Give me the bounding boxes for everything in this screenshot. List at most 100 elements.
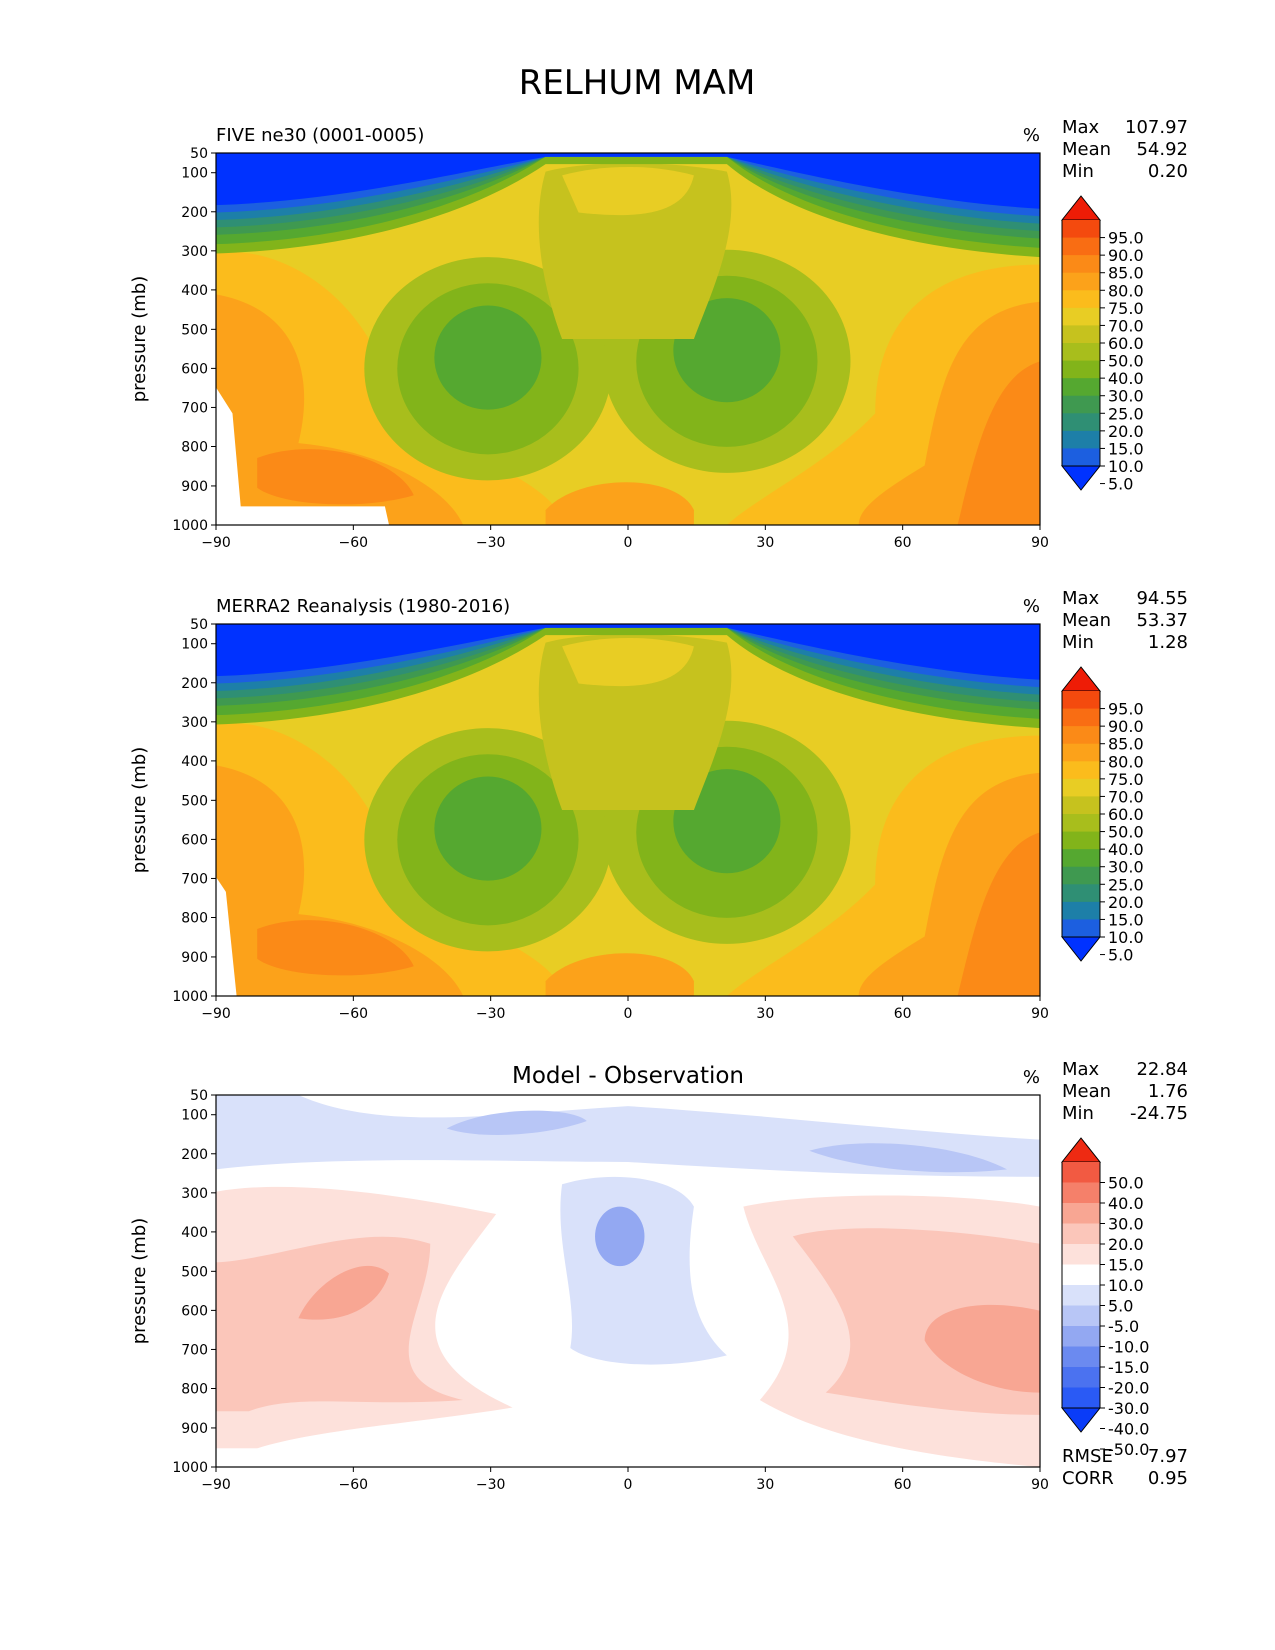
y-tick-label: 400 [181,283,208,299]
y-tick-label: 100 [181,637,208,653]
stat-label: Min [1062,632,1094,653]
contour-field [216,624,1040,996]
stat-value: 1.76 [1148,1081,1188,1102]
colorbar-tick-label: 95.0 [1108,229,1144,248]
colorbar-tick-label: 60.0 [1108,805,1144,824]
x-tick-label: 30 [756,535,774,551]
colorbar-swatch [1062,866,1100,885]
colorbar-swatch [1062,1223,1100,1245]
colorbar-swatch [1062,255,1100,274]
colorbar-tick-label: -15.0 [1108,1358,1149,1377]
colorbar-tick-label: 25.0 [1108,875,1144,894]
topography-mask [216,1448,282,1467]
colorbar-tick-label: 5.0 [1108,946,1133,965]
colorbar-swatch [1062,448,1100,467]
x-tick-label: 0 [624,535,633,551]
colorbar-tick-label: 30.0 [1108,1215,1144,1234]
stat-value: 7.97 [1148,1446,1188,1467]
stat-label: Min [1062,1103,1094,1124]
stat-value: 22.84 [1136,1059,1188,1080]
colorbar-tick-label: 10.0 [1108,1276,1144,1295]
colorbar-swatch [1062,237,1100,256]
colorbar-max-arrow [1060,666,1102,692]
colorbar-tick-label: 5.0 [1108,1297,1133,1316]
x-tick-label: 90 [1031,535,1049,551]
colorbar-swatch [1062,1203,1100,1224]
y-tick-label: 300 [181,244,208,260]
colorbar-tick-label: 40.0 [1108,1194,1144,1213]
positive-core-south [298,1265,390,1320]
colorbar-tick-label: 5.0 [1108,475,1133,494]
x-tick-label: −90 [201,1006,231,1022]
colorbar-swatch [1062,778,1100,797]
stat-label: Mean [1062,610,1111,631]
y-tick-label: 900 [181,479,208,495]
negative-core-upper-north [809,1143,1008,1173]
stat-value: 0.20 [1148,161,1188,182]
colorbar-tick-label: -40.0 [1108,1420,1149,1439]
y-tick-label: 300 [181,715,208,731]
topography-mask [216,387,390,525]
y-tick-label: 900 [181,950,208,966]
colorbar-tick-label: 20.0 [1108,893,1144,912]
panel-obs: MERRA2 Reanalysis (1980-2016)% Max 94.55 Me… [129,588,1188,1022]
colorbar-swatch [1062,1346,1100,1368]
dry-lobe-north-core [673,769,781,874]
negative-core-upper-south [446,1110,587,1135]
colorbar-swatch [1062,831,1100,850]
y-tick-label: 1000 [172,518,208,534]
colorbar-tick-label: 20.0 [1108,1235,1144,1254]
y-tick-label: 700 [181,871,208,887]
stat-label: Mean [1062,1081,1111,1102]
stat-label: Max [1062,1059,1100,1080]
colorbar-swatch [1062,1285,1100,1306]
colorbar-swatch [1062,395,1100,414]
y-tick-label: 500 [181,793,208,809]
colorbar-tick-label: 20.0 [1108,422,1144,441]
colorbar-swatch [1062,796,1100,815]
stat-value: 107.97 [1125,117,1188,138]
colorbar-tick-label: 70.0 [1108,316,1144,335]
colorbar-tick-label: 40.0 [1108,369,1144,388]
colorbar-swatch [1062,1264,1100,1286]
colorbar-tick-label: 50.0 [1108,352,1144,371]
y-axis-label: pressure (mb) [129,276,150,402]
moist-band-north [957,832,1040,996]
colorbar-tick-label: 30.0 [1108,858,1144,877]
x-tick-label: 0 [624,1006,633,1022]
colorbar-tick-label: 15.0 [1108,1256,1144,1275]
stat-value: 94.55 [1136,588,1188,609]
colorbar-swatch [1062,691,1100,710]
positive-lobe-south-inner [216,1236,464,1412]
colorbar-tick-label: 75.0 [1108,299,1144,318]
colorbar-swatch [1062,1387,1100,1409]
x-tick-label: −30 [476,1477,506,1493]
colorbar-tick-label: 10.0 [1108,457,1144,476]
colorbar-tick-label: 95.0 [1108,700,1144,719]
y-tick-label: 500 [181,322,208,338]
x-tick-label: −60 [339,1006,369,1022]
x-tick-label: 30 [756,1477,774,1493]
stat-label: CORR [1062,1468,1114,1489]
colorbar-swatch [1062,360,1100,379]
y-tick-label: 200 [181,1147,208,1163]
colorbar-tick-label: 50.0 [1108,1174,1144,1193]
colorbar-tick-label: 80.0 [1108,281,1144,300]
y-tick-label: 400 [181,1225,208,1241]
colorbar-tick-label: 60.0 [1108,334,1144,353]
colorbar-tick-label: 90.0 [1108,246,1144,265]
figure-title: RELHUM MAM [519,63,756,103]
moist-band-south [257,920,414,976]
x-tick-label: −30 [476,535,506,551]
colorbar-tick-label: 75.0 [1108,770,1144,789]
colorbar-tick-label: 70.0 [1108,787,1144,806]
stat-value: 53.37 [1136,610,1188,631]
y-tick-label: 700 [181,1342,208,1358]
panel-model: FIVE ne30 (0001-0005)% Max 107.97 Mean 54.92… [129,117,1188,551]
colorbar-tick-label: 25.0 [1108,404,1144,423]
negative-core-tropics [595,1206,645,1267]
colorbar-tick-label: 15.0 [1108,910,1144,929]
colorbar-swatch [1062,1182,1100,1204]
stratosphere-band [216,624,1040,680]
